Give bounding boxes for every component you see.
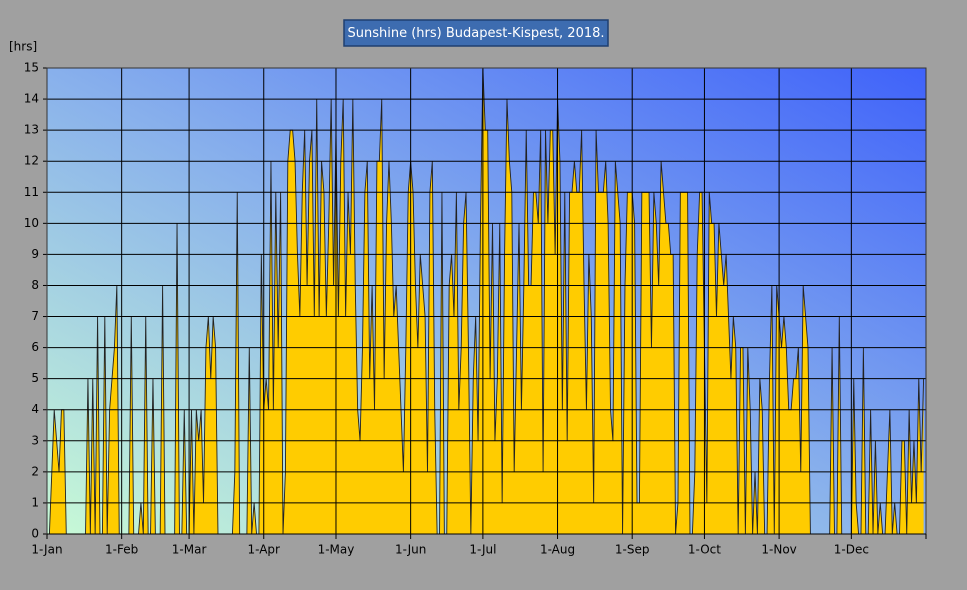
y-tick-label: 7 [31,309,39,323]
y-tick-label: 12 [24,154,39,168]
x-tick-label: 1-Mar [172,543,207,557]
y-axis-label: [hrs] [9,40,37,54]
y-tick-label: 6 [31,340,39,354]
x-tick-label: 1-Dec [834,543,869,557]
x-tick-label: 1-Jul [469,543,496,557]
y-tick-label: 13 [24,123,39,137]
y-tick-label: 0 [31,527,39,541]
y-tick-label: 15 [24,61,39,75]
x-tick-label: 1-Feb [105,543,138,557]
y-tick-label: 9 [31,247,39,261]
chart-title: Sunshine (hrs) Budapest-Kispest, 2018. [347,26,604,41]
x-tick-label: 1-Nov [761,543,796,557]
x-tick-label: 1-Jun [395,543,426,557]
x-tick-label: 1-May [318,543,355,557]
y-tick-label: 11 [24,185,39,199]
title-box [343,19,609,47]
y-tick-label: 3 [31,433,39,447]
x-tick-label: 1-Jan [31,543,62,557]
y-tick-label: 1 [31,495,39,509]
x-tick-label: 1-Aug [540,543,575,557]
x-tick-label: 1-Oct [688,543,721,557]
y-tick-label: 2 [31,464,39,478]
y-tick-label: 14 [24,92,39,106]
y-tick-label: 4 [31,402,39,416]
y-tick-label: 5 [31,371,39,385]
x-tick-label: 1-Sep [615,543,650,557]
y-tick-label: 8 [31,278,39,292]
y-tick-label: 10 [24,216,39,230]
x-tick-label: 1-Apr [248,543,281,557]
